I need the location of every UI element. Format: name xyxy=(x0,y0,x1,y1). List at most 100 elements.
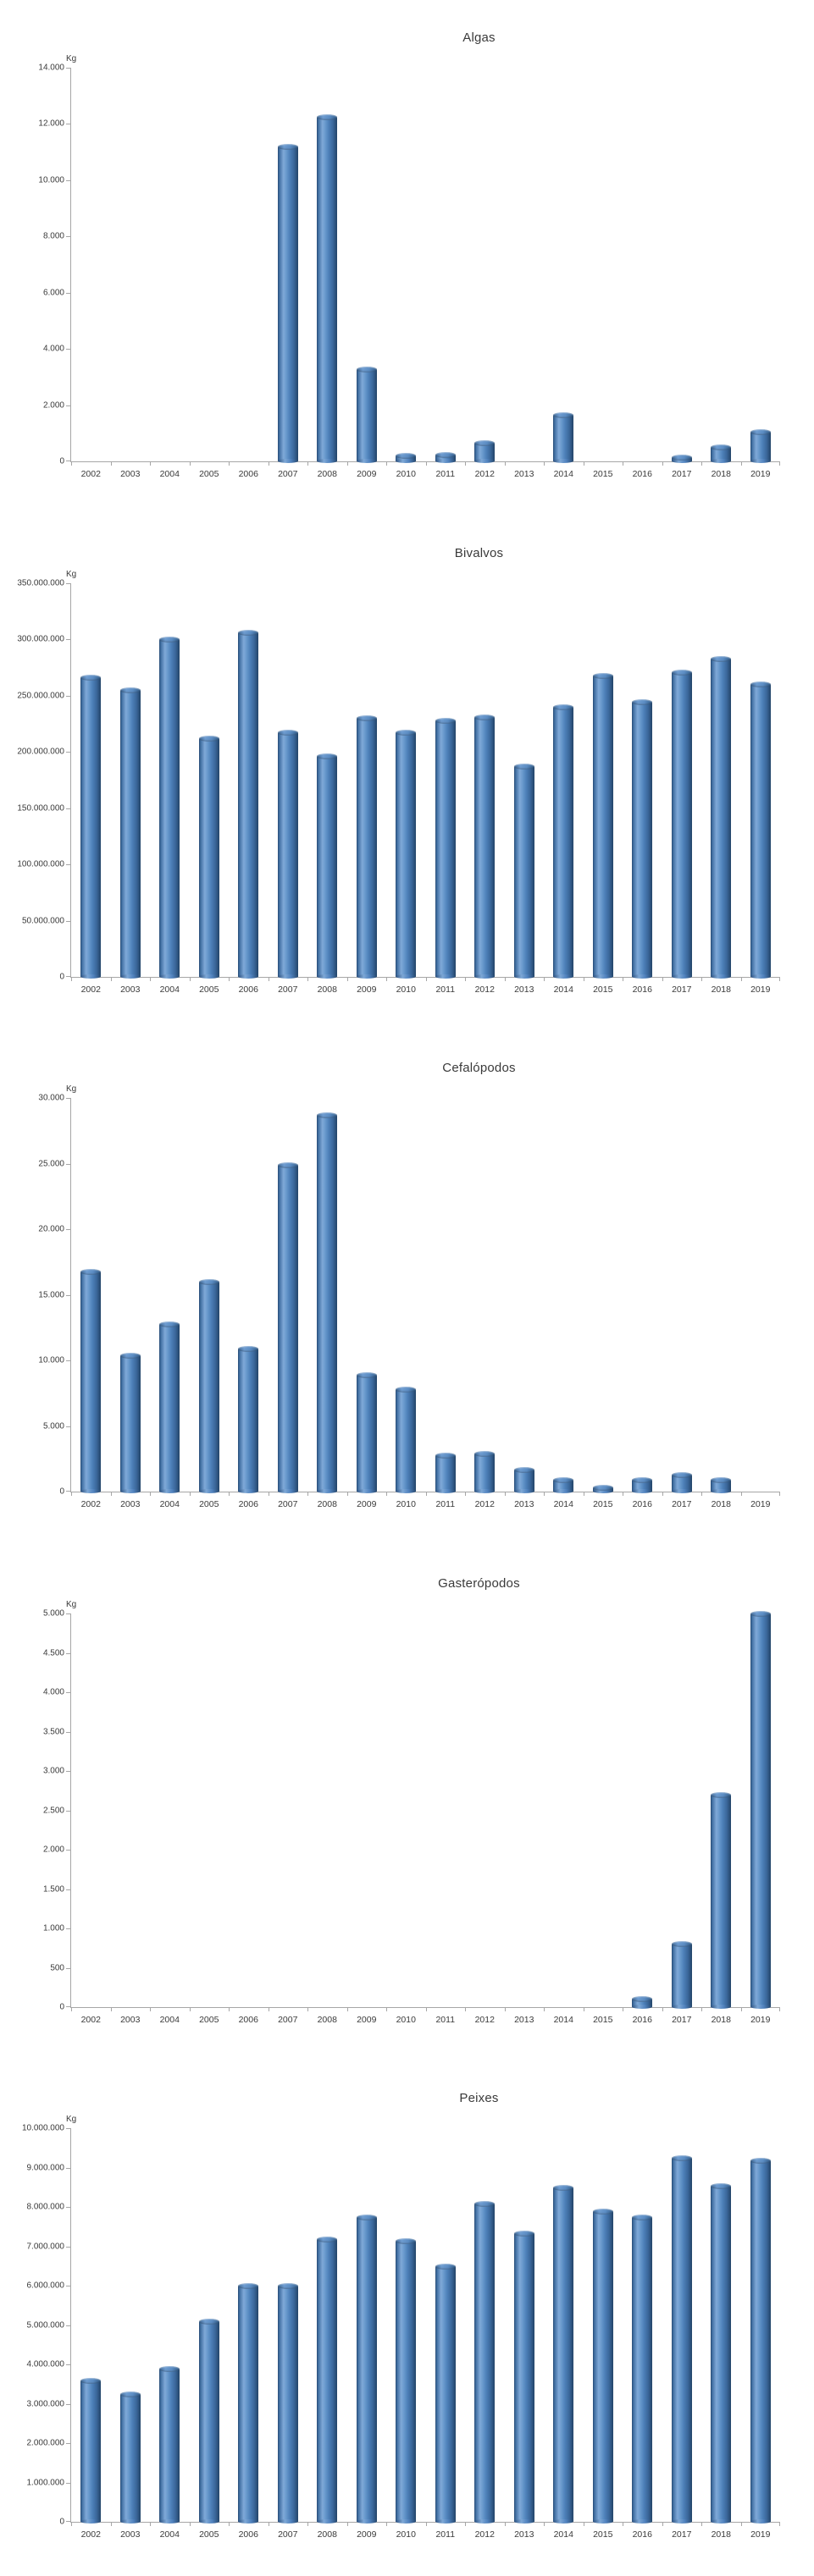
x-tick-label: 2013 xyxy=(514,1499,534,1510)
x-axis-tick xyxy=(779,461,780,466)
y-axis-tick xyxy=(66,1652,71,1654)
y-axis-tick xyxy=(66,2207,71,2209)
x-axis-tick xyxy=(347,2522,348,2527)
x-tick-label: 2007 xyxy=(278,469,298,479)
chart-panel-gasteropodos: Gasterópodos Kg 0 500 1.000 1.500 2.000 2.500… xyxy=(0,1545,814,2061)
x-tick-label: 2019 xyxy=(750,2014,771,2025)
plot-area-bivalvos: 0 50.000.000 100.000.000 150.000.000 200.000… xyxy=(17,578,780,995)
y-axis-tick xyxy=(66,1295,71,1297)
bar-2004 xyxy=(159,637,180,979)
x-axis-tick xyxy=(190,2006,191,2011)
x-axis-tick xyxy=(505,1492,506,1497)
x-axis-tick xyxy=(779,2006,780,2011)
x-axis-tick xyxy=(190,2522,191,2527)
y-tick-label: 7.000.000 xyxy=(26,2242,65,2252)
y-axis-unit-label: Kg xyxy=(66,54,77,63)
y-axis-tick xyxy=(66,1426,71,1428)
bar-2014 xyxy=(553,703,574,979)
bar-2006 xyxy=(238,1346,259,1494)
x-axis-tick xyxy=(544,2522,545,2527)
x-tick-label: 2009 xyxy=(357,469,377,479)
y-axis-tick xyxy=(66,349,71,350)
y-axis-tick xyxy=(66,1229,71,1231)
x-axis-tick xyxy=(386,976,387,981)
x-axis-tick xyxy=(229,1492,230,1497)
chart-title-gasteropodos: Gasterópodos xyxy=(438,1575,520,1591)
x-tick-label: 2003 xyxy=(120,2529,141,2540)
x-axis-tick xyxy=(386,2006,387,2011)
chart-panel-bivalvos: Bivalvos Kg 0 50.000.000 100.000.000 150.00… xyxy=(0,515,814,1031)
x-tick-label: 2002 xyxy=(80,2529,101,2540)
y-axis-tick xyxy=(66,1810,71,1812)
y-axis-tick xyxy=(66,180,71,181)
bar-2012 xyxy=(474,1451,496,1494)
y-tick-label: 500 xyxy=(50,1963,64,1973)
bar-2017 xyxy=(671,2155,692,2524)
x-tick-label: 2019 xyxy=(750,1499,771,1510)
y-axis-unit-label: Kg xyxy=(66,569,77,579)
x-axis-tick xyxy=(465,2006,466,2011)
x-axis-tick xyxy=(229,2006,230,2011)
bar-2015 xyxy=(592,2208,613,2524)
x-axis-tick xyxy=(701,2522,702,2527)
x-tick-label: 2017 xyxy=(672,469,692,479)
x-axis-tick xyxy=(544,2006,545,2011)
y-tick-label: 0 xyxy=(59,1487,64,1497)
x-tick-label: 2010 xyxy=(396,2014,416,2025)
x-axis-tick xyxy=(111,1492,112,1497)
bar-2018 xyxy=(711,2182,732,2524)
x-tick-label: 2016 xyxy=(632,984,652,995)
y-axis-tick xyxy=(66,236,71,237)
plot-area-peixes: 0 1.000.000 2.000.000 3.000.000 4.000.000 5.0… xyxy=(22,2124,780,2540)
x-tick-label: 2010 xyxy=(396,469,416,479)
bar-2010 xyxy=(396,730,417,979)
bar-2011 xyxy=(435,717,456,979)
x-tick-label: 2014 xyxy=(553,2014,573,2025)
y-axis-tick xyxy=(66,2005,71,2007)
x-axis-tick xyxy=(505,2006,506,2011)
y-axis-tick xyxy=(66,975,71,977)
y-axis-tick xyxy=(66,1849,71,1851)
y-tick-label: 1.500 xyxy=(42,1884,64,1895)
y-axis-unit-label: Kg xyxy=(66,1084,77,1095)
x-axis-tick xyxy=(307,461,308,466)
y-tick-label: 150.000.000 xyxy=(17,803,64,814)
x-tick-label: 2004 xyxy=(159,2529,180,2540)
chart-panel-peixes: Peixes Kg 0 1.000.000 2.000.000 3.000.000 4.… xyxy=(0,2060,814,2576)
x-tick-label: 2016 xyxy=(632,2014,652,2025)
bar-2016 xyxy=(632,2214,653,2524)
x-axis-tick xyxy=(701,1492,702,1497)
x-axis-tick xyxy=(741,1492,742,1497)
x-tick-label: 2010 xyxy=(396,2529,416,2540)
x-tick-label: 2009 xyxy=(357,984,377,995)
x-tick-label: 2005 xyxy=(199,2014,219,2025)
y-axis-tick xyxy=(66,1491,71,1492)
x-tick-label: 2015 xyxy=(593,2014,613,2025)
x-axis-tick xyxy=(426,976,427,981)
bar-2008 xyxy=(317,114,338,463)
x-axis-tick xyxy=(701,461,702,466)
bar-2014 xyxy=(553,2185,574,2524)
x-axis-tick xyxy=(465,461,466,466)
x-tick-label: 2008 xyxy=(317,1499,337,1510)
y-axis-tick xyxy=(66,863,71,865)
x-tick-label: 2012 xyxy=(474,2014,495,2025)
bar-2002 xyxy=(80,2377,102,2524)
y-tick-label: 0 xyxy=(59,972,64,982)
y-axis-tick xyxy=(66,2404,71,2406)
x-tick-label: 2007 xyxy=(278,2014,298,2025)
x-tick-label: 2017 xyxy=(672,984,692,995)
x-axis-tick xyxy=(662,461,663,466)
x-tick-label: 2011 xyxy=(435,469,456,479)
y-axis-unit-label: Kg xyxy=(66,1599,77,1609)
bar-2012 xyxy=(474,714,496,979)
x-tick-label: 2012 xyxy=(474,984,495,995)
y-tick-label: 20.000 xyxy=(38,1224,64,1234)
x-tick-label: 2008 xyxy=(317,469,337,479)
x-tick-label: 2006 xyxy=(238,984,258,995)
x-axis-tick xyxy=(779,1492,780,1497)
bar-2017 xyxy=(671,1941,692,2010)
x-axis-tick xyxy=(150,2006,151,2011)
y-tick-label: 10.000 xyxy=(38,175,64,185)
bar-2005 xyxy=(198,1279,219,1494)
